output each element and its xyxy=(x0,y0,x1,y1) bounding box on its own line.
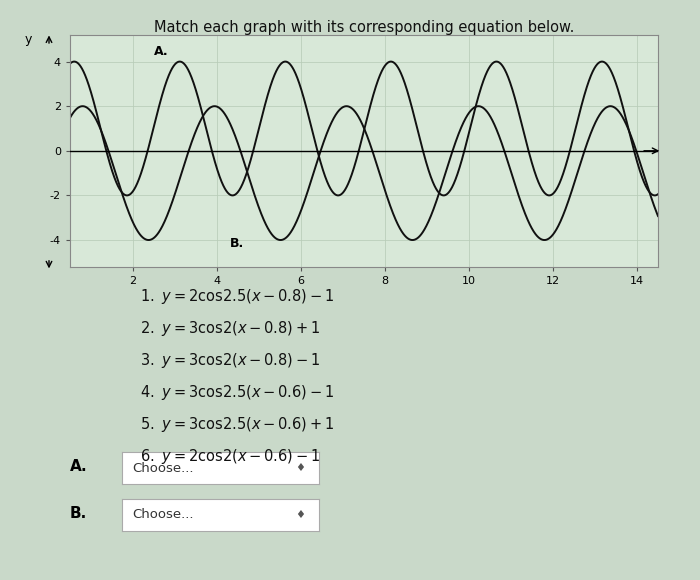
Text: Choose...: Choose... xyxy=(132,462,194,475)
Text: y: y xyxy=(25,32,32,46)
Text: B.: B. xyxy=(230,237,244,250)
Text: B.: B. xyxy=(70,506,88,521)
Text: $5.\  y = 3\mathrm{cos}2.5(x-0.6)+1$: $5.\ y = 3\mathrm{cos}2.5(x-0.6)+1$ xyxy=(140,415,335,434)
Text: $3.\  y = 3\mathrm{cos}2(x-0.8)-1$: $3.\ y = 3\mathrm{cos}2(x-0.8)-1$ xyxy=(140,351,320,370)
Text: $4.\  y = 3\mathrm{cos}2.5(x-0.6)-1$: $4.\ y = 3\mathrm{cos}2.5(x-0.6)-1$ xyxy=(140,383,335,402)
Text: Choose...: Choose... xyxy=(132,508,194,521)
Text: $2.\  y = 3\mathrm{cos}2(x-0.8)+1$: $2.\ y = 3\mathrm{cos}2(x-0.8)+1$ xyxy=(140,319,320,338)
Text: Match each graph with its corresponding equation below.: Match each graph with its corresponding … xyxy=(154,20,574,35)
Text: A.: A. xyxy=(154,45,169,58)
Text: $6.\  y = 2\mathrm{cos}2(x-0.6)-1$: $6.\ y = 2\mathrm{cos}2(x-0.6)-1$ xyxy=(140,447,321,466)
Text: A.: A. xyxy=(70,459,88,474)
Text: ♦: ♦ xyxy=(295,510,305,520)
Text: ♦: ♦ xyxy=(295,463,305,473)
Text: $1.\  y = 2\mathrm{cos}2.5(x-0.8)-1$: $1.\ y = 2\mathrm{cos}2.5(x-0.8)-1$ xyxy=(140,287,334,306)
